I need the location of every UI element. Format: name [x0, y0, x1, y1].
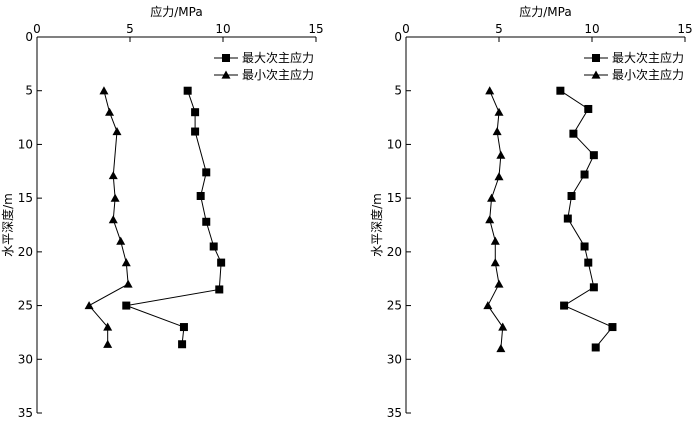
data-point — [178, 340, 187, 349]
legend-marker — [221, 70, 231, 79]
data-point — [108, 215, 118, 224]
series-max — [556, 86, 617, 352]
data-point — [122, 301, 131, 310]
data-point — [496, 150, 506, 159]
data-point — [99, 86, 109, 95]
data-point — [492, 127, 502, 136]
data-point — [608, 323, 617, 332]
data-point — [215, 285, 224, 294]
y-tick-label: 15 — [387, 191, 402, 205]
data-point — [116, 236, 126, 245]
y-tick-label: 25 — [387, 299, 402, 313]
data-point — [498, 322, 508, 331]
series-min — [84, 86, 133, 348]
data-point — [112, 127, 122, 136]
legend-label: 最大次主应力 — [242, 50, 314, 65]
y-tick-label: 35 — [18, 406, 33, 420]
series-max — [122, 86, 226, 349]
y-tick-label: 20 — [18, 245, 33, 259]
data-point — [217, 258, 226, 267]
legend-label: 最小次主应力 — [612, 67, 684, 82]
data-point — [580, 170, 589, 179]
data-point — [191, 127, 200, 136]
data-point — [105, 107, 115, 116]
data-point — [121, 258, 131, 267]
data-point — [490, 258, 500, 267]
data-point — [209, 242, 218, 251]
legend-marker — [591, 70, 601, 79]
data-point — [485, 215, 495, 224]
data-point — [494, 172, 504, 181]
data-point — [196, 191, 205, 200]
data-point — [84, 301, 94, 310]
data-point — [490, 236, 500, 245]
x-tick-label: 0 — [33, 22, 41, 36]
data-point — [560, 301, 569, 310]
chart-panel-1: 0 5 10 15 0 5 10 15 20 25 30 35 应力/MPa 水平深度/m 最大次主应力最小… — [0, 4, 324, 420]
x-axis-title: 应力/MPa — [150, 4, 202, 19]
y-tick-label: 30 — [18, 352, 33, 366]
data-point — [202, 168, 211, 177]
data-point — [494, 107, 504, 116]
x-tick-label: 5 — [495, 22, 503, 36]
data-point — [179, 323, 188, 332]
y-tick-label: 5 — [25, 84, 33, 98]
y-tick-label: 35 — [387, 406, 402, 420]
x-tick-label: 0 — [402, 22, 410, 36]
y-tick-label: 5 — [394, 84, 402, 98]
y-tick-label: 0 — [25, 30, 33, 44]
legend-marker — [222, 54, 230, 62]
y-tick-label: 20 — [387, 245, 402, 259]
data-point — [591, 343, 600, 352]
y-tick-label: 15 — [18, 191, 33, 205]
series-line — [124, 90, 222, 345]
x-tick-label: 5 — [126, 22, 134, 36]
chart-panel-2: 0 5 10 15 0 5 10 15 20 25 30 35 应力/MPa 水平深度/m 最大次主应力最小… — [369, 4, 693, 420]
data-point — [487, 193, 497, 202]
y-tick-label: 0 — [394, 30, 402, 44]
data-point — [485, 86, 495, 95]
x-tick-label: 15 — [677, 22, 692, 36]
data-point — [584, 258, 593, 267]
x-tick-label: 10 — [215, 22, 230, 36]
data-point — [103, 339, 113, 348]
data-point — [567, 191, 576, 200]
data-point — [589, 283, 598, 292]
x-tick-label: 10 — [584, 22, 599, 36]
data-point — [589, 151, 598, 160]
data-point — [202, 217, 211, 226]
data-point — [580, 242, 589, 251]
data-point — [191, 108, 200, 117]
x-axis-title: 应力/MPa — [519, 4, 571, 19]
legend-marker — [592, 54, 600, 62]
data-point — [108, 171, 118, 180]
data-point — [103, 322, 113, 331]
legend-label: 最小次主应力 — [242, 67, 314, 82]
data-point — [563, 214, 572, 223]
y-tick-label: 30 — [387, 352, 402, 366]
y-axis-title: 水平深度/m — [369, 193, 384, 257]
data-point — [483, 301, 493, 310]
legend-label: 最大次主应力 — [612, 50, 684, 65]
data-point — [183, 86, 192, 95]
data-point — [569, 129, 578, 138]
data-point — [494, 279, 504, 288]
data-point — [496, 344, 506, 353]
data-point — [123, 279, 133, 288]
y-tick-label: 10 — [387, 137, 402, 151]
x-tick-label: 15 — [308, 22, 323, 36]
series-min — [483, 86, 508, 353]
y-axis-title: 水平深度/m — [0, 193, 15, 257]
data-point — [584, 104, 593, 113]
y-tick-label: 10 — [18, 137, 33, 151]
data-point — [110, 193, 120, 202]
y-tick-label: 25 — [18, 299, 33, 313]
data-point — [556, 86, 565, 95]
